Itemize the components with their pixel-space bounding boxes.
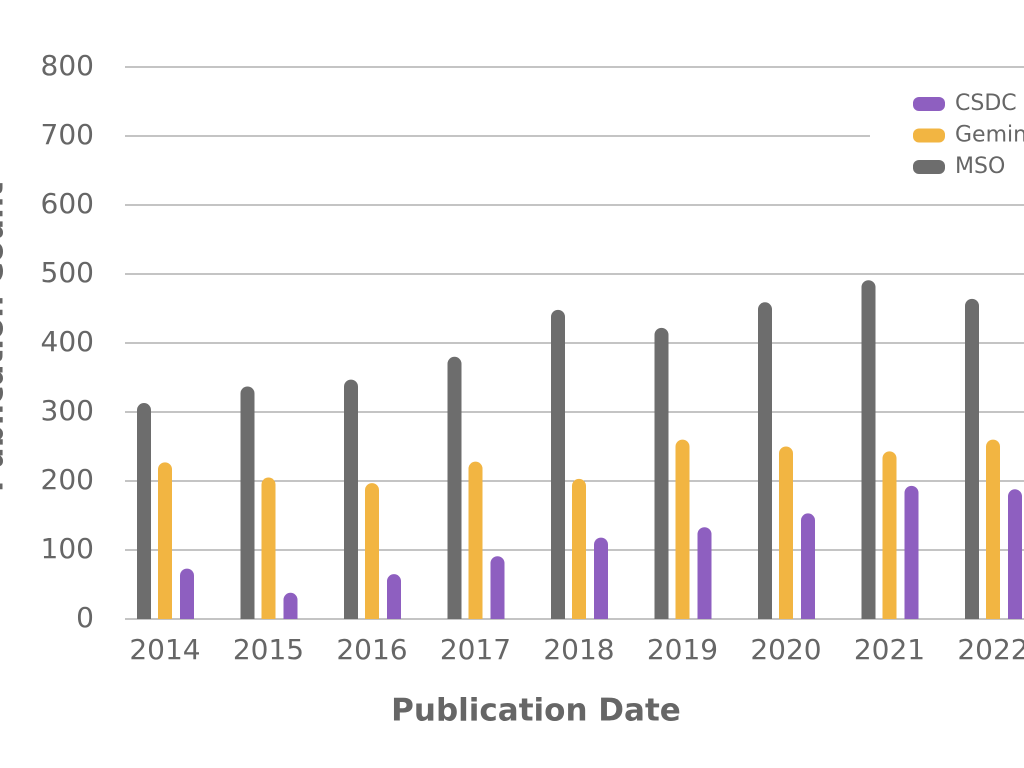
y-tick-label: 400	[41, 325, 94, 358]
x-tick-label: 2014	[129, 633, 200, 666]
bar	[904, 485, 919, 619]
legend-label: MSO	[955, 154, 1005, 179]
bar	[137, 403, 151, 619]
bar	[697, 527, 712, 619]
bar	[654, 327, 669, 619]
y-tick-label: 600	[41, 187, 94, 220]
y-tick-label: 200	[41, 463, 94, 496]
bar	[344, 379, 358, 619]
bar	[180, 568, 194, 619]
bar	[240, 386, 255, 619]
bar	[986, 439, 1000, 619]
bar	[468, 461, 483, 619]
y-tick-label: 500	[41, 256, 94, 289]
bar	[158, 462, 172, 619]
bar	[861, 280, 876, 619]
bar	[447, 356, 462, 619]
x-tick-label: 2021	[854, 633, 925, 666]
x-tick-label: 2016	[336, 633, 407, 666]
bar	[801, 513, 815, 619]
legend-swatch	[913, 97, 945, 111]
x-tick-label: 2022	[957, 633, 1024, 666]
bar	[758, 302, 773, 619]
y-tick-label: 300	[41, 394, 94, 427]
y-tick-label: 800	[41, 49, 94, 82]
bar	[261, 477, 276, 619]
x-axis-title: Publication Date	[391, 693, 681, 729]
x-tick-label: 2018	[543, 633, 614, 666]
bar	[779, 446, 793, 619]
legend-label: CSDC	[955, 91, 1017, 116]
x-tick-label: 2019	[647, 633, 718, 666]
bar	[283, 592, 298, 619]
bar	[594, 537, 608, 619]
bar	[551, 309, 565, 619]
legend-swatch	[913, 128, 945, 143]
legend-background	[870, 88, 1024, 184]
x-tick-label: 2017	[440, 633, 511, 666]
bar	[490, 556, 505, 619]
x-tick-label: 2020	[750, 633, 821, 666]
bar	[882, 451, 897, 619]
x-tick-label: 2015	[233, 633, 304, 666]
bar	[965, 298, 979, 619]
bar	[1008, 489, 1022, 619]
bar	[675, 439, 690, 619]
legend-label: Gemini	[955, 123, 1024, 148]
y-axis-title: Publication Count	[0, 182, 11, 492]
bar	[387, 574, 401, 619]
bar	[365, 483, 379, 619]
bar	[572, 478, 586, 619]
y-tick-label: 100	[41, 532, 94, 565]
legend-swatch	[913, 160, 945, 174]
y-tick-label: 0	[76, 601, 94, 634]
y-tick-label: 700	[41, 118, 94, 151]
